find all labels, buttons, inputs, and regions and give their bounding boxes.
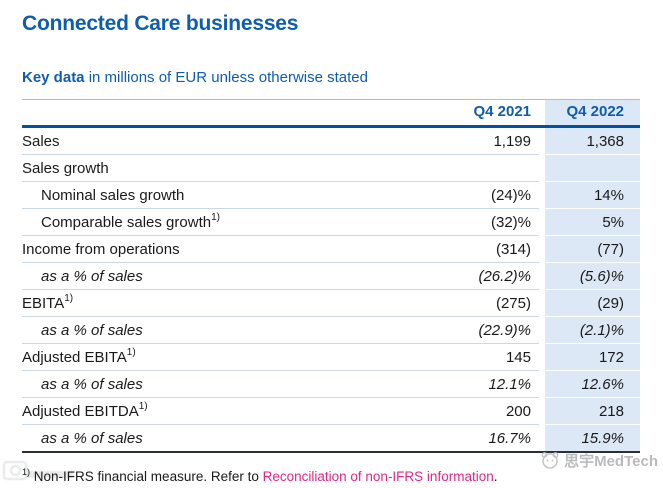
value-q4-2021: (32)% xyxy=(427,208,539,236)
value-q4-2022: 172 xyxy=(545,343,640,371)
table-row: Adjusted EBITA1) 145 172 xyxy=(22,343,640,371)
row-label: as a % of sales xyxy=(22,424,427,453)
value-q4-2022: 1,368 xyxy=(545,126,640,155)
table-caption-keyword: Key data xyxy=(22,69,85,86)
footnote-period: . xyxy=(493,469,498,484)
footnote-marker: 1) xyxy=(22,466,31,477)
page-title: Connected Care businesses xyxy=(22,12,299,35)
value-q4-2022: (5.6)% xyxy=(545,262,640,290)
value-q4-2022: (2.1)% xyxy=(545,316,640,344)
table-row: Comparable sales growth1) (32)% 5% xyxy=(22,208,640,236)
reconciliation-link[interactable]: Reconciliation of non-IFRS information xyxy=(262,469,494,484)
value-q4-2021: 200 xyxy=(427,397,539,425)
table-header-row: Q4 2021 Q4 2022 xyxy=(22,99,640,128)
key-data-table: Q4 2021 Q4 2022 Sales 1,199 1,368 Sales gro… xyxy=(22,99,640,453)
column-gutter xyxy=(539,289,545,317)
row-label: Adjusted EBITDA1) xyxy=(22,397,427,425)
table-row: as a % of sales (26.2)% (5.6)% xyxy=(22,262,640,290)
column-gutter xyxy=(539,424,545,453)
value-q4-2021: (314) xyxy=(427,235,539,263)
table-row: Sales growth xyxy=(22,154,640,182)
watermark-bottom-right: 思宇MedTech xyxy=(539,449,658,471)
column-gutter xyxy=(539,126,545,155)
column-gutter xyxy=(539,235,545,263)
value-q4-2022: 5% xyxy=(545,208,640,236)
footnote-marker: 1) xyxy=(138,400,148,412)
table-row: as a % of sales 12.1% 12.6% xyxy=(22,370,640,398)
header-label-cell xyxy=(22,99,427,128)
footnote-marker: 1) xyxy=(211,211,220,223)
value-q4-2021: 1,199 xyxy=(427,126,539,155)
table-caption: Key data in millions of EUR unless other… xyxy=(22,69,640,87)
value-q4-2021: 16.7% xyxy=(427,424,539,453)
table-row: Nominal sales growth (24)% 14% xyxy=(22,181,640,209)
column-gutter xyxy=(539,397,545,425)
table-row: as a % of sales 16.7% 15.9% xyxy=(22,424,640,453)
row-label: as a % of sales xyxy=(22,262,427,290)
column-header-q4-2022: Q4 2022 xyxy=(545,99,640,128)
value-q4-2022: 15.9% xyxy=(545,424,640,453)
row-label: EBITA1) xyxy=(22,289,427,317)
table-caption-units: in millions of EUR unless otherwise stat… xyxy=(84,69,368,86)
value-q4-2022: 14% xyxy=(545,181,640,209)
value-q4-2022: (29) xyxy=(545,289,640,317)
value-q4-2022 xyxy=(545,154,640,182)
column-gutter xyxy=(539,154,545,182)
footnote-marker: 1) xyxy=(64,292,74,304)
watermark-blur-text xyxy=(27,471,73,478)
value-q4-2021: (24)% xyxy=(427,181,539,209)
row-label: Income from operations xyxy=(22,235,427,263)
row-label: Sales growth xyxy=(22,154,427,182)
table-row: as a % of sales (22.9)% (2.1)% xyxy=(22,316,640,344)
column-gutter xyxy=(539,262,545,290)
value-q4-2022: 218 xyxy=(545,397,640,425)
footnote-marker: 1) xyxy=(126,346,136,358)
watermark-bottom-left xyxy=(1,459,79,483)
value-q4-2021 xyxy=(427,154,539,182)
camera-icon xyxy=(3,461,27,480)
row-label: Sales xyxy=(22,126,427,155)
row-label: Nominal sales growth xyxy=(22,181,427,209)
column-gutter xyxy=(539,316,545,344)
table-row: Income from operations (314) (77) xyxy=(22,235,640,263)
value-q4-2021: (275) xyxy=(427,289,539,317)
value-q4-2021: (26.2)% xyxy=(427,262,539,290)
table-row: Adjusted EBITDA1) 200 218 xyxy=(22,397,640,425)
row-label: Comparable sales growth1) xyxy=(22,208,427,236)
column-header-q4-2021: Q4 2021 xyxy=(427,99,539,128)
column-gutter xyxy=(539,343,545,371)
mascot-icon xyxy=(541,452,559,469)
column-gutter xyxy=(539,181,545,209)
column-gutter xyxy=(539,370,545,398)
row-label: Adjusted EBITA1) xyxy=(22,343,427,371)
watermark-text: 思宇MedTech xyxy=(564,452,658,470)
value-q4-2022: 12.6% xyxy=(545,370,640,398)
table-body: Sales 1,199 1,368 Sales growth Nominal sales… xyxy=(22,126,640,453)
footnote-text: Non-IFRS financial measure. Refer to xyxy=(30,469,263,484)
value-q4-2022: (77) xyxy=(545,235,640,263)
row-label: as a % of sales xyxy=(22,316,427,344)
table-row: EBITA1) (275) (29) xyxy=(22,289,640,317)
value-q4-2021: 12.1% xyxy=(427,370,539,398)
table-row: Sales 1,199 1,368 xyxy=(22,126,640,155)
value-q4-2021: (22.9)% xyxy=(427,316,539,344)
column-gutter xyxy=(539,99,545,128)
footnote: 1) Non-IFRS financial measure. Refer to … xyxy=(22,466,640,485)
column-gutter xyxy=(539,208,545,236)
value-q4-2021: 145 xyxy=(427,343,539,371)
row-label: as a % of sales xyxy=(22,370,427,398)
